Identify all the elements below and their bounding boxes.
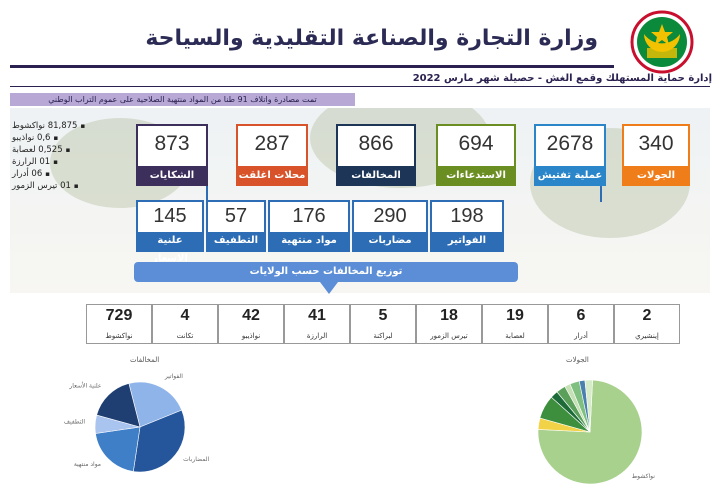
pie-slice-label: مواد منتهية bbox=[74, 461, 101, 468]
kpi-value: 866 bbox=[358, 132, 394, 155]
region-value: 729 bbox=[105, 307, 133, 324]
seizure-list: 81,875 نواكشوط 0,6 نواذيبو 0,525 لعصابة … bbox=[12, 120, 85, 192]
seizure-item: 0,6 نواذيبو bbox=[12, 132, 85, 144]
pie-slice bbox=[132, 409, 186, 473]
region-value: 41 bbox=[308, 307, 326, 324]
pie-slice bbox=[584, 379, 593, 433]
violation-label: مضاربات bbox=[354, 232, 426, 250]
tours-chart-title: الجولات bbox=[566, 356, 589, 364]
region-label: تكانت bbox=[176, 332, 194, 340]
region-cell: 18 تيرس الزمور bbox=[416, 304, 482, 344]
pie-slice-label: التطفيف bbox=[64, 419, 86, 426]
seizure-item: 81,875 نواكشوط bbox=[12, 120, 85, 132]
region-cell: 4 تكانت bbox=[152, 304, 218, 344]
violation-expired-goods: 176 مواد منتهية bbox=[268, 200, 350, 252]
kpi-label: المخالفات bbox=[336, 166, 416, 186]
region-cell: 42 نواذيبو bbox=[218, 304, 284, 344]
header-divider bbox=[10, 65, 614, 68]
ministry-title: وزارة التجارة والصناعة التقليدية والسياح… bbox=[145, 26, 598, 51]
kpi-complaints: 873 الشكايات bbox=[136, 124, 208, 186]
kpi-label: عملية تفتيش bbox=[534, 166, 606, 186]
violation-value: 57 bbox=[224, 205, 248, 227]
region-label: أدرار bbox=[574, 332, 588, 340]
violation-short-weight: 57 التطفيف bbox=[206, 200, 266, 252]
kpi-inspections: 2678 عملية تفتيش bbox=[534, 124, 606, 186]
kpi-summons: 694 الاستدعاءات bbox=[436, 124, 516, 186]
violation-label: التطفيف bbox=[208, 232, 264, 250]
region-label: تيرس الزمور bbox=[430, 332, 468, 340]
violation-label: مواد منتهية bbox=[270, 232, 348, 250]
distribution-banner: توزيع المخالفات حسب الولايات bbox=[134, 262, 518, 282]
violations-pie-chart: الفواتير المضاربات مواد منتهية التطفيف علنية… bbox=[64, 373, 210, 473]
violations-connector bbox=[206, 186, 602, 202]
violations-chart-title: المخالفات bbox=[130, 356, 160, 364]
violation-value: 290 bbox=[373, 205, 407, 227]
region-value: 5 bbox=[378, 307, 388, 324]
violation-label: الفواتير bbox=[432, 232, 502, 250]
region-value: 42 bbox=[242, 307, 260, 324]
pie-slice bbox=[96, 383, 141, 428]
kpi-label: الجولات bbox=[622, 166, 690, 186]
region-value: 2 bbox=[642, 307, 652, 324]
violation-value: 176 bbox=[292, 205, 326, 227]
violation-label: علنية الاسعار bbox=[138, 232, 202, 264]
region-cell: 41 الرارزة bbox=[284, 304, 350, 344]
kpi-label: الشكايات bbox=[136, 166, 208, 186]
seizure-note: تمت مصادرة واتلاف 91 طنا من المواد منتهي… bbox=[10, 93, 355, 106]
region-value: 19 bbox=[506, 307, 524, 324]
violation-price-display: 145 علنية الاسعار bbox=[136, 200, 204, 264]
region-label: لبراكنة bbox=[373, 332, 393, 340]
region-cell: 5 لبراكنة bbox=[350, 304, 416, 344]
kpi-label: الاستدعاءات bbox=[436, 166, 516, 186]
region-label: الرارزة bbox=[306, 332, 328, 340]
region-value: 6 bbox=[576, 307, 586, 324]
distribution-arrow bbox=[320, 282, 338, 294]
violation-value: 198 bbox=[450, 205, 484, 227]
pie-slice-label: الفواتير bbox=[164, 373, 183, 380]
national-emblem-logo bbox=[630, 10, 694, 74]
kpi-violations: 866 المخالفات bbox=[336, 124, 416, 186]
pie-slice bbox=[95, 426, 141, 472]
seizure-item: 01 تيرس الزمور bbox=[12, 180, 85, 192]
region-cell: 6 أدرار bbox=[548, 304, 614, 344]
kpi-label: محلات اغلقت bbox=[236, 166, 308, 186]
kpi-shops-closed: 287 محلات اغلقت bbox=[236, 124, 308, 186]
region-label: إينشيري bbox=[635, 332, 659, 340]
region-cell: 2 إينشيري bbox=[614, 304, 680, 344]
region-label: لعصابة bbox=[505, 332, 525, 340]
region-value: 4 bbox=[180, 307, 190, 324]
violation-value: 145 bbox=[153, 205, 187, 227]
kpi-value: 873 bbox=[154, 132, 190, 155]
kpi-value: 694 bbox=[458, 132, 494, 155]
region-cell: 729 نواكشوط bbox=[86, 304, 152, 344]
seizure-item: 06 أدرار bbox=[12, 168, 85, 180]
seizure-item: 0,525 لعصابة bbox=[12, 144, 85, 156]
tours-pie-chart: نواكشوط bbox=[537, 379, 656, 485]
subtitle-rule bbox=[10, 86, 710, 87]
pie-slice bbox=[128, 381, 183, 428]
region-cell: 19 لعصابة bbox=[482, 304, 548, 344]
region-label: نواذيبو bbox=[241, 332, 261, 340]
violation-invoices: 198 الفواتير bbox=[430, 200, 504, 252]
pie-slice-label: نواكشوط bbox=[632, 473, 656, 480]
kpi-value: 287 bbox=[254, 132, 290, 155]
seizure-item: 01 الرارزة bbox=[12, 156, 85, 168]
region-value: 18 bbox=[440, 307, 458, 324]
violation-speculation: 290 مضاربات bbox=[352, 200, 428, 252]
region-label: نواكشوط bbox=[105, 332, 133, 340]
pie-slice-label: المضاربات bbox=[183, 456, 209, 463]
kpi-tours: 340 الجولات bbox=[622, 124, 690, 186]
kpi-value: 340 bbox=[638, 132, 674, 155]
report-subtitle: إدارة حماية المستهلك وقمع الغش - حصيلة ش… bbox=[412, 73, 712, 84]
pie-slice-label: علنية الأسعار bbox=[68, 382, 101, 390]
kpi-value: 2678 bbox=[546, 132, 594, 155]
